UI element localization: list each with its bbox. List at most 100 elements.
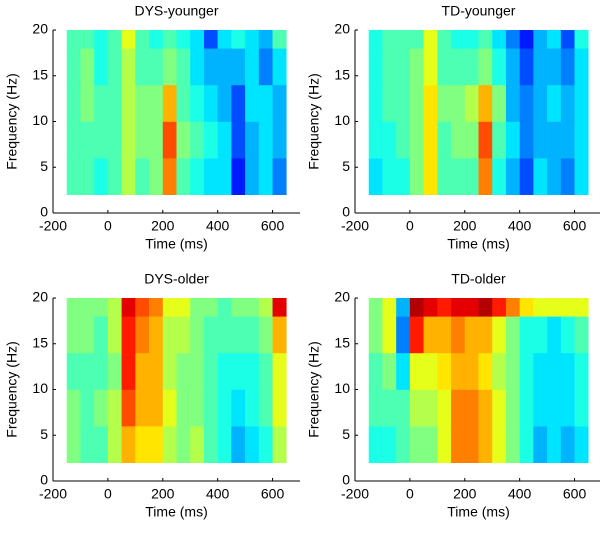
heat-cell [519, 298, 534, 317]
heat-cell [135, 389, 150, 427]
heat-cell [437, 84, 452, 122]
heat-cell [245, 121, 260, 159]
heat-cell [382, 121, 397, 159]
heat-cell [217, 352, 232, 390]
heat-cell [245, 352, 260, 390]
heat-cell [382, 316, 397, 354]
heat-cell [231, 298, 246, 317]
heat-cell [437, 352, 452, 390]
heat-cell [464, 426, 479, 463]
heat-cell [382, 84, 397, 122]
heat-cell [574, 30, 589, 49]
heat-cell [135, 316, 150, 354]
heat-cell [505, 30, 520, 49]
heat-cell [492, 389, 507, 427]
heat-cell [560, 48, 575, 86]
heat-cell [272, 298, 287, 317]
x-tick-label: 0 [104, 486, 112, 502]
heat-cell [217, 426, 232, 463]
x-tick-label: 400 [206, 218, 230, 234]
heat-cell [519, 426, 534, 463]
heat-cell [135, 84, 150, 122]
heat-cell [451, 352, 466, 390]
heat-cell [423, 84, 438, 122]
heat-cell [66, 352, 81, 390]
heat-cell [519, 48, 534, 86]
heat-cell [217, 121, 232, 159]
heat-cell [190, 389, 205, 427]
heat-cell [231, 389, 246, 427]
heat-cell [464, 352, 479, 390]
heat-cell [533, 158, 548, 195]
heat-cell [149, 298, 164, 317]
x-axis-label: Time (ms) [145, 504, 207, 520]
heat-cell [519, 30, 534, 49]
heat-cell [121, 389, 136, 427]
heat-cell [272, 426, 287, 463]
heat-cell [560, 121, 575, 159]
heat-cell [547, 389, 562, 427]
heat-cell [258, 389, 273, 427]
heat-cell [423, 298, 438, 317]
heat-cell [107, 316, 122, 354]
heat-cell [94, 30, 109, 49]
heat-cell [231, 30, 246, 49]
heat-cell [451, 426, 466, 463]
heat-cell [162, 298, 177, 317]
y-axis-label: Frequency (Hz) [4, 341, 20, 437]
x-tick-label: 400 [206, 486, 230, 502]
heat-cell [382, 352, 397, 390]
heat-cell [258, 316, 273, 354]
heat-cell [66, 316, 81, 354]
heat-cell [437, 389, 452, 427]
heat-cell [505, 352, 520, 390]
heat-cell [423, 352, 438, 390]
heat-cell [121, 84, 136, 122]
heat-cell [203, 426, 218, 463]
heat-cell [478, 352, 493, 390]
heat-cell [203, 84, 218, 122]
heat-cell [121, 298, 136, 317]
heat-cell [272, 352, 287, 390]
y-axis-label: Frequency (Hz) [306, 73, 322, 169]
heat-cell [368, 121, 383, 159]
x-tick-label: 600 [261, 486, 285, 502]
heat-cell [409, 426, 424, 463]
heat-cell [382, 30, 397, 49]
heat-cell [190, 298, 205, 317]
heat-cell [396, 352, 411, 390]
heat-cell [478, 84, 493, 122]
heat-cell [121, 158, 136, 195]
heat-cell [66, 298, 81, 317]
heat-cell [80, 316, 95, 354]
heat-cell [396, 426, 411, 463]
heat-cell [505, 48, 520, 86]
heat-cell [121, 121, 136, 159]
heat-cell [231, 352, 246, 390]
panel-title: TD-older [451, 271, 506, 287]
x-tick-label: 600 [563, 218, 587, 234]
heat-cell [258, 158, 273, 195]
heat-cell [492, 30, 507, 49]
heat-cell [231, 121, 246, 159]
heat-cell [451, 316, 466, 354]
heat-cell [464, 298, 479, 317]
heat-cell [533, 389, 548, 427]
y-tick-label: 20 [334, 21, 350, 37]
heat-cell [190, 48, 205, 86]
heat-cell [478, 298, 493, 317]
x-tick-label: 600 [261, 218, 285, 234]
heat-cell [451, 30, 466, 49]
y-tick-label: 15 [334, 334, 350, 350]
heat-cell [231, 158, 246, 195]
heat-cell [437, 316, 452, 354]
x-tick-label: -200 [39, 218, 67, 234]
heat-cell [492, 48, 507, 86]
x-axis-label: Time (ms) [447, 236, 509, 252]
heat-cell [478, 121, 493, 159]
heat-cell [409, 48, 424, 86]
heat-cell [217, 84, 232, 122]
y-tick-label: 15 [32, 66, 48, 82]
heat-cell [94, 158, 109, 195]
heat-cell [519, 158, 534, 195]
